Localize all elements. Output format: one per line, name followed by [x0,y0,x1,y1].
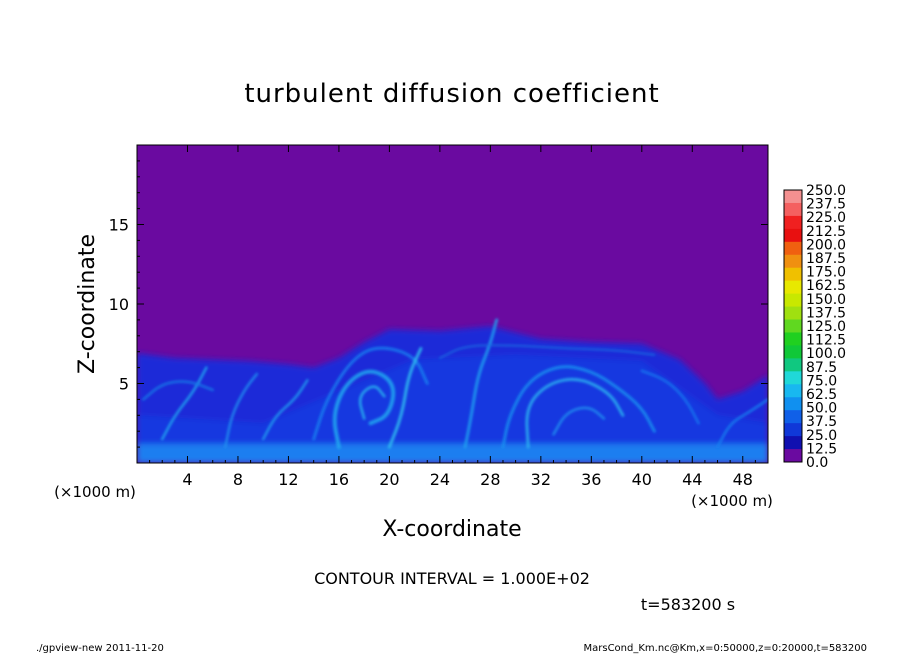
y-tick-label: 10 [109,295,129,314]
colorbar-swatch [784,397,802,411]
colorbar-label: 25.0 [806,428,837,444]
x-ticks: 4 8 12 16 20 24 28 32 36 40 44 48 [149,145,756,489]
x-tick-label: 12 [278,470,298,489]
heatmap-field [137,318,768,463]
colorbar-label: 125.0 [806,319,846,335]
y-tick-label: 15 [109,216,129,235]
y-axis-label: Z-coordinate [75,234,100,374]
x-unit-label: (×1000 m) [691,492,773,510]
footer-right-text: MarsCond_Km.nc@Km,x=0:50000,z=0:20000,t=… [584,643,868,654]
colorbar-swatch [784,267,802,282]
filament [160,366,208,441]
colorbar-label: 150.0 [806,292,846,308]
x-tick-label: 48 [733,470,753,489]
filament [358,385,386,420]
colorbar-swatch [784,215,802,230]
colorbar-swatch [784,293,802,307]
colorbar-label: 237.5 [806,197,846,213]
colorbar-label: 175.0 [806,265,846,281]
filament [463,318,499,449]
colorbar-frame [783,189,803,463]
filament [332,369,396,450]
colorbar-swatch [784,228,802,243]
y-ticks: 5 10 15 [109,160,768,448]
colorbar-swatch [784,371,802,385]
colorbar-label: 112.5 [806,333,846,349]
contour-interval-text: CONTOUR INTERVAL = 1.000E+02 [314,569,590,588]
colorbar-label: 37.5 [806,414,837,430]
filament [261,379,309,441]
chart-title: turbulent diffusion coefficient [244,79,659,109]
x-tick-label: 32 [531,470,551,489]
colorbar-swatch [784,436,802,450]
colorbar-swatch [784,190,802,204]
filament [525,377,625,449]
filament [501,365,656,449]
colorbar-label: 162.5 [806,278,846,294]
filament [224,372,259,449]
colorbar: 250.0237.5225.0212.5200.0187.5175.0162.5… [783,183,846,471]
colorbar-swatch [784,254,802,269]
colorbar-label: 250.0 [806,183,846,199]
colorbar-swatch [784,449,802,463]
colorbar-label: 62.5 [806,387,837,403]
x-tick-label: 20 [379,470,399,489]
x-tick-label: 40 [632,470,652,489]
filament [438,344,656,360]
colorbar-swatch [784,306,802,320]
colorbar-label: 137.5 [806,305,846,321]
x-tick-label: 44 [682,470,702,489]
filament [716,398,768,449]
filaments [142,318,768,450]
x-tick-label: 4 [182,470,192,489]
colorbar-label: 75.0 [806,373,837,389]
filament [142,380,214,401]
colorbar-swatch [784,241,802,256]
colorbar-swatch [784,345,802,359]
colorbar-swatch [784,384,802,398]
x-tick-label: 16 [329,470,349,489]
footer-left-text: ./gpview-new 2011-11-20 [36,643,164,654]
x-tick-label: 36 [581,470,601,489]
colorbar-swatch [784,280,802,295]
y-tick-label: 5 [119,375,129,394]
colorbar-label: 187.5 [806,251,846,267]
filament [312,346,429,441]
y-unit-label: (×1000 m) [54,483,136,501]
filament [387,346,423,449]
colorbar-swatch [784,332,802,346]
colorbar-label: 0.0 [806,455,828,471]
colorbar-label: 50.0 [806,401,837,417]
colorbar-label: 12.5 [806,441,837,457]
surface-band [137,443,768,463]
colorbar-label: 225.0 [806,210,846,226]
x-tick-label: 24 [430,470,450,489]
colorbar-label: 212.5 [806,224,846,240]
x-tick-label: 28 [480,470,500,489]
time-label: t=583200 s [641,595,735,614]
x-axis-label: X-coordinate [382,517,521,542]
colorbar-swatch [784,410,802,424]
x-tick-label: 8 [233,470,243,489]
filament [552,406,606,436]
colorbar-swatch [784,358,802,372]
filament [640,369,700,425]
colorbar-swatch [784,319,802,333]
colorbar-label: 87.5 [806,360,837,376]
colorbar-swatch [784,202,802,217]
colorbar-label: 200.0 [806,237,846,253]
colorbar-label: 100.0 [806,346,846,362]
colorbar-swatch [784,423,802,437]
